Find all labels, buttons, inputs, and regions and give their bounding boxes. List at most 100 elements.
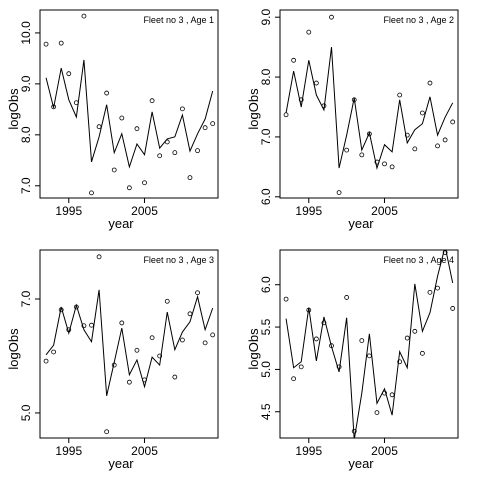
data-point xyxy=(351,97,357,103)
data-point xyxy=(172,374,178,380)
x-axis-label: year xyxy=(348,456,374,471)
data-point xyxy=(179,337,185,343)
data-point xyxy=(419,110,425,116)
data-point xyxy=(298,364,304,370)
y-tick-label: 8.0 xyxy=(19,126,33,143)
y-tick-label: 5.0 xyxy=(259,361,273,378)
panel: 1995 2005 4.5 5.0 5.5 6.0 Fleet no 3 , Age 4 ye… xyxy=(246,249,459,471)
data-point xyxy=(157,153,163,159)
data-point xyxy=(450,119,456,125)
y-tick-label: 5.5 xyxy=(259,318,273,335)
plot-area xyxy=(43,13,216,196)
data-point xyxy=(283,296,289,302)
data-point xyxy=(104,90,110,96)
data-point xyxy=(149,335,155,341)
data-point xyxy=(397,92,403,98)
data-point xyxy=(397,359,403,365)
data-point xyxy=(412,146,418,152)
data-point xyxy=(283,112,289,118)
data-point xyxy=(111,167,117,173)
data-point xyxy=(43,41,49,47)
y-tick-label: 7.0 xyxy=(19,177,33,194)
data-point xyxy=(119,320,125,326)
plot-frame xyxy=(39,249,219,439)
data-point xyxy=(366,353,372,359)
y-tick-label: 7.0 xyxy=(19,290,33,307)
data-point xyxy=(81,323,87,329)
y-tick-label: 9.0 xyxy=(259,9,273,26)
data-point xyxy=(134,347,140,353)
data-point xyxy=(359,152,365,158)
x-axis-label: year xyxy=(348,216,374,231)
data-point xyxy=(104,429,110,435)
data-point xyxy=(51,104,57,110)
data-point xyxy=(344,295,350,300)
data-point xyxy=(404,335,410,341)
data-point xyxy=(336,190,342,196)
y-axis-label: logObs xyxy=(246,88,261,130)
data-point xyxy=(119,115,125,121)
data-point xyxy=(210,121,216,127)
y-tick-label: 10.0 xyxy=(19,21,33,45)
data-point xyxy=(435,285,440,291)
y-tick-label: 4.5 xyxy=(259,403,273,420)
x-tick-label: 2005 xyxy=(371,204,398,218)
y-axis-label: logObs xyxy=(6,88,21,130)
data-point xyxy=(142,180,147,186)
data-point xyxy=(389,164,395,170)
plot-area xyxy=(283,14,456,196)
data-point xyxy=(210,332,216,338)
x-tick-label: 2005 xyxy=(371,444,398,458)
panel-title: Fleet no 3 , Age 2 xyxy=(383,15,454,25)
fit-line xyxy=(45,289,214,396)
data-point xyxy=(202,125,208,131)
y-tick-label: 6.0 xyxy=(259,276,273,293)
y-tick-label: 6.0 xyxy=(259,188,273,205)
data-point xyxy=(172,150,178,156)
panel: 1995 2005 7.0 8.0 9.0 10.0 Fleet no 3 , Age 1 y… xyxy=(6,9,219,231)
y-tick-label: 9.0 xyxy=(19,75,33,92)
fit-line xyxy=(45,59,214,169)
data-point xyxy=(202,340,208,346)
data-point xyxy=(89,190,94,196)
data-point xyxy=(359,338,365,344)
data-point xyxy=(435,143,440,149)
data-point xyxy=(313,336,319,342)
data-point xyxy=(66,71,72,77)
panel-title: Fleet no 3 , Age 1 xyxy=(143,15,214,25)
data-point xyxy=(313,80,319,86)
data-point xyxy=(291,57,297,63)
x-tick-label: 1995 xyxy=(55,204,82,218)
y-tick-label: 8.0 xyxy=(259,68,273,85)
data-point xyxy=(404,132,410,138)
plot-frame xyxy=(279,9,459,199)
data-point xyxy=(389,392,395,398)
x-tick-label: 2005 xyxy=(131,444,158,458)
data-point xyxy=(187,175,193,181)
data-point xyxy=(96,124,102,130)
fit-line xyxy=(285,47,454,170)
panel: 1995 2005 6.0 7.0 8.0 9.0 Fleet no 3 , Age 2 ye… xyxy=(246,9,459,231)
fit-line xyxy=(285,250,454,438)
data-point xyxy=(306,29,312,35)
data-point xyxy=(179,106,185,112)
x-tick-label: 1995 xyxy=(295,444,322,458)
data-point xyxy=(157,353,163,359)
data-point xyxy=(382,161,387,167)
data-point xyxy=(329,14,334,20)
x-axis-label: year xyxy=(108,216,134,231)
x-tick-label: 2005 xyxy=(131,204,158,218)
plot-frame xyxy=(39,9,219,199)
data-point xyxy=(51,349,57,355)
plot-frame xyxy=(279,249,459,439)
data-point xyxy=(89,322,94,328)
y-axis-label: logObs xyxy=(6,328,21,370)
plot-area xyxy=(43,254,216,435)
y-axis-label: logObs xyxy=(246,328,261,370)
x-axis-label: year xyxy=(108,456,134,471)
plot-area xyxy=(283,250,456,438)
data-point xyxy=(374,410,380,415)
data-point xyxy=(419,350,425,356)
data-point xyxy=(58,40,64,46)
